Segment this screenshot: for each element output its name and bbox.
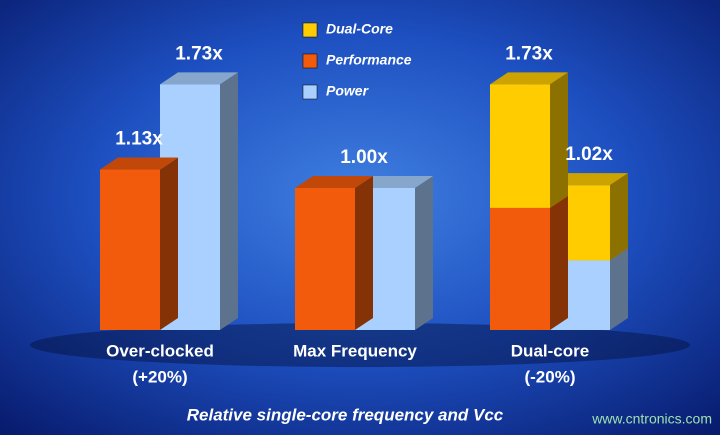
x-tick-label: Max Frequency xyxy=(293,341,417,360)
bar xyxy=(295,188,355,330)
bar-top xyxy=(160,72,238,85)
value-label: 1.13x xyxy=(115,129,163,150)
bar-side xyxy=(550,72,568,208)
bar-top xyxy=(295,176,373,188)
legend-swatch xyxy=(302,84,318,100)
bar xyxy=(490,207,550,330)
bar-side xyxy=(160,157,178,330)
legend-swatch xyxy=(302,53,318,69)
bar-side xyxy=(220,72,238,330)
bar-top xyxy=(550,173,628,186)
legend-label: Dual-Core xyxy=(326,21,393,37)
floor-shadow xyxy=(30,323,690,367)
bar-side xyxy=(415,176,433,330)
value-label: 1.73x xyxy=(175,43,223,64)
legend-swatch xyxy=(302,22,318,38)
bar-top xyxy=(490,72,568,85)
x-tick-label: Over-clocked xyxy=(106,341,214,360)
chart-title: Relative single-core frequency and Vcc xyxy=(187,405,504,424)
bar-side xyxy=(355,176,373,330)
bar-side xyxy=(550,195,568,330)
value-label: 1.73x xyxy=(505,43,553,64)
watermark: www.cntronics.com xyxy=(591,411,712,427)
x-tick-label: Dual-core xyxy=(511,341,589,360)
x-tick-label: (-20%) xyxy=(524,367,575,386)
bar-side xyxy=(610,248,628,330)
legend-label: Performance xyxy=(326,52,412,68)
bar-top xyxy=(355,176,433,188)
bar xyxy=(100,169,160,330)
value-label: 1.00x xyxy=(340,147,388,168)
legend-label: Power xyxy=(326,83,370,99)
x-tick-label: (+20%) xyxy=(132,367,187,386)
bar xyxy=(490,84,550,208)
value-label: 1.02x xyxy=(565,144,613,165)
bar-top xyxy=(100,157,178,170)
bar-side xyxy=(610,173,628,261)
